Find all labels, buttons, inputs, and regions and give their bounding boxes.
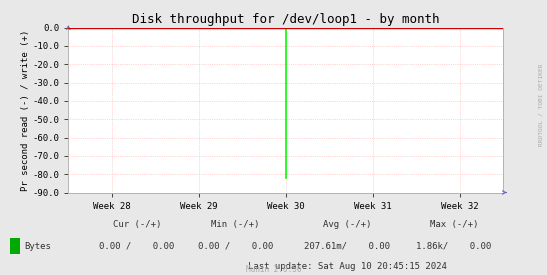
Text: 207.61m/    0.00: 207.61m/ 0.00 [304,242,391,251]
Title: Disk throughput for /dev/loop1 - by month: Disk throughput for /dev/loop1 - by mont… [132,13,440,26]
Text: Min (-/+): Min (-/+) [211,220,259,229]
Text: Avg (-/+): Avg (-/+) [323,220,371,229]
Text: Cur (-/+): Cur (-/+) [113,220,161,229]
Y-axis label: Pr second read (-) / write (+): Pr second read (-) / write (+) [21,29,30,191]
Text: Bytes: Bytes [25,242,51,251]
Text: 0.00 /    0.00: 0.00 / 0.00 [197,242,273,251]
Text: RRDTOOL / TOBI OETIKER: RRDTOOL / TOBI OETIKER [538,63,543,146]
Text: 0.00 /    0.00: 0.00 / 0.00 [99,242,174,251]
Text: Max (-/+): Max (-/+) [430,220,478,229]
Text: 1.86k/    0.00: 1.86k/ 0.00 [416,242,492,251]
Text: Last update: Sat Aug 10 20:45:15 2024: Last update: Sat Aug 10 20:45:15 2024 [248,262,447,271]
Text: Munin 2.0.56: Munin 2.0.56 [246,265,301,274]
